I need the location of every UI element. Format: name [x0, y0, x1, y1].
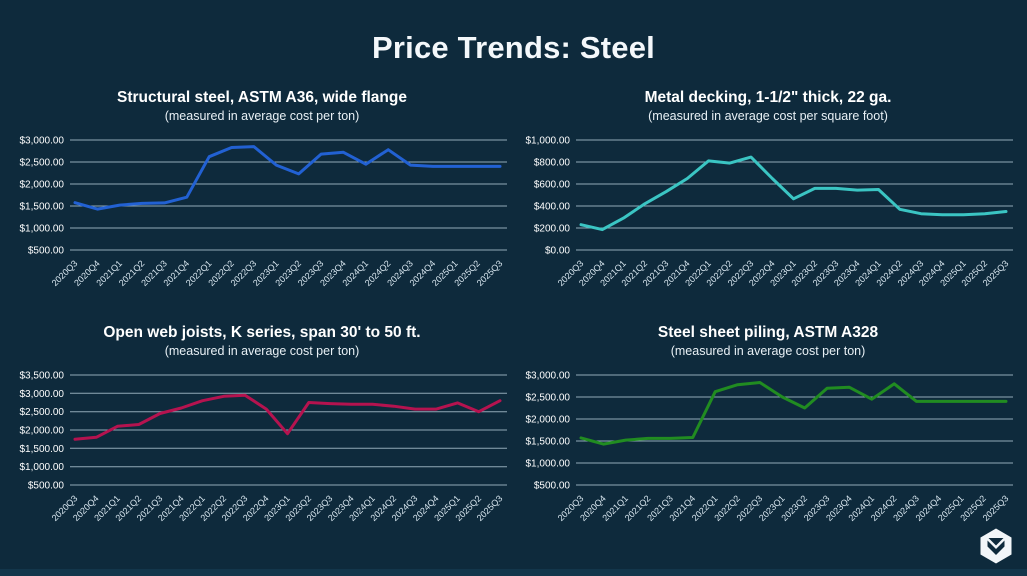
chart-title: Steel sheet piling, ASTM A328 [657, 324, 879, 341]
chart-title: Structural steel, ASTM A36, wide flange [117, 89, 407, 106]
svg-text:$0.00: $0.00 [545, 246, 570, 257]
svg-text:$2,500.00: $2,500.00 [20, 408, 65, 419]
svg-text:$3,000.00: $3,000.00 [526, 371, 571, 382]
svg-text:$2,000.00: $2,000.00 [20, 180, 65, 191]
line-chart-canvas: $3,500.00 $3,000.00 $2,500.00 $2,000.00 $1,5… [20, 371, 507, 523]
chart-open-web-joists: Open web joists, K series, span 30' to 5… [8, 323, 516, 528]
svg-text:$1,500.00: $1,500.00 [20, 202, 65, 213]
chart-subtitle: (measured in average cost per ton) [164, 109, 360, 124]
svg-text:$500.00: $500.00 [28, 246, 65, 257]
svg-text:$400.00: $400.00 [534, 202, 571, 213]
chart-subtitle: (measured in average cost per square foo… [648, 109, 888, 124]
svg-text:$200.00: $200.00 [534, 224, 571, 235]
svg-text:$500.00: $500.00 [534, 481, 571, 492]
page-title: Price Trends: Steel [372, 30, 655, 65]
hexagon-logo-icon [980, 528, 1012, 564]
svg-text:$2,000.00: $2,000.00 [20, 426, 65, 437]
data-series-line [73, 394, 502, 442]
svg-text:$1,000.00: $1,000.00 [20, 463, 65, 474]
svg-text:$3,000.00: $3,000.00 [20, 389, 65, 400]
svg-text:$500.00: $500.00 [28, 481, 65, 492]
data-series-line [579, 155, 1008, 232]
svg-text:$3,000.00: $3,000.00 [20, 136, 65, 147]
line-chart-canvas: $1,000.00 $800.00 $600.00 $400.00 $200.00 $0.… [526, 136, 1013, 288]
svg-text:$1,500.00: $1,500.00 [526, 437, 571, 448]
chart-steel-sheet-piling: Steel sheet piling, ASTM A328 (measured … [514, 323, 1022, 528]
chart-metal-decking: Metal decking, 1-1/2" thick, 22 ga. (mea… [514, 88, 1022, 293]
line-chart-canvas: $3,000.00 $2,500.00 $2,000.00 $1,500.00 $1,0… [20, 136, 507, 288]
data-series-line [73, 145, 502, 211]
footer-bar [0, 569, 1027, 576]
svg-text:$2,500.00: $2,500.00 [526, 393, 571, 404]
svg-text:$3,500.00: $3,500.00 [20, 371, 65, 382]
svg-text:$800.00: $800.00 [534, 158, 571, 169]
chart-subtitle: (measured in average cost per ton) [670, 344, 866, 359]
svg-text:$2,000.00: $2,000.00 [526, 415, 571, 426]
svg-text:$2,500.00: $2,500.00 [20, 158, 65, 169]
chart-subtitle: (measured in average cost per ton) [164, 344, 360, 359]
svg-text:$1,000.00: $1,000.00 [526, 459, 571, 470]
line-chart-canvas: $3,000.00 $2,500.00 $2,000.00 $1,500.00 $1,0… [526, 371, 1013, 523]
svg-text:$1,500.00: $1,500.00 [20, 444, 65, 455]
chart-title: Metal decking, 1-1/2" thick, 22 ga. [644, 89, 892, 106]
data-series-line [579, 381, 1008, 446]
svg-text:$1,000.00: $1,000.00 [20, 224, 65, 235]
chart-title: Open web joists, K series, span 30' to 5… [103, 324, 421, 341]
chart-structural-steel: Structural steel, ASTM A36, wide flange … [8, 88, 516, 293]
svg-text:$600.00: $600.00 [534, 180, 571, 191]
svg-text:$1,000.00: $1,000.00 [526, 136, 571, 147]
